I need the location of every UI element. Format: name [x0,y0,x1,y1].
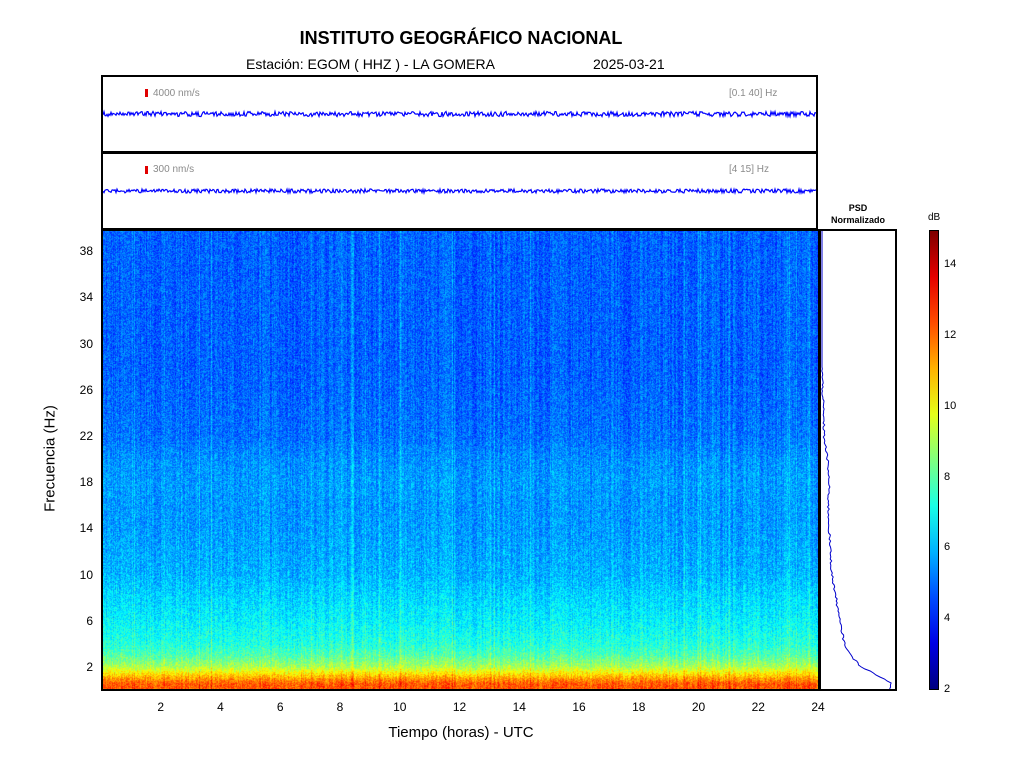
trace-band-label-2: [4 15] Hz [729,164,770,175]
colorbar-tick-label: 12 [944,329,957,342]
x-tick-label: 2 [157,700,165,714]
trace-waveform-filtered [103,186,816,196]
psd-plot [821,231,892,689]
psd-title-line2: Normalizado [830,215,885,225]
trace-scale-label-1: 4000 nm/s [153,88,200,99]
institution-title: INSTITUTO GEOGRÁFICO NACIONAL [299,28,623,48]
colorbar [929,230,939,690]
x-axis-label: Tiempo (horas) - UTC [388,724,534,741]
scale-bar-2 [145,166,148,174]
trace-panel-filtered [101,152,818,230]
colorbar-unit: dB [928,212,941,223]
x-tick-label: 20 [691,700,706,714]
colorbar-tick-label: 8 [944,470,951,483]
trace-waveform-broadband [103,109,816,119]
x-tick-label: 6 [276,700,284,714]
x-tick-label: 12 [452,700,467,714]
x-tick-label: 10 [393,700,407,714]
y-tick-label: 38 [79,244,93,259]
y-tick-label: 2 [86,659,93,674]
x-tick-label: 24 [811,700,825,714]
x-tick-label: 18 [632,700,646,714]
y-tick-label: 26 [79,382,93,397]
trace-panel-broadband [101,75,818,153]
station-label: Estación: EGOM ( HHZ ) - LA GOMERA [246,56,495,72]
y-axis-label: Frecuencia (Hz) [41,405,59,512]
y-tick-label: 30 [79,336,93,351]
psd-panel [819,229,897,691]
x-tick-label: 16 [572,700,586,714]
colorbar-tick-label: 6 [944,541,951,554]
trace-scale-label-2: 300 nm/s [153,164,195,175]
y-tick-label: 6 [86,613,93,628]
scale-bar-1 [145,89,148,97]
psd-title-line1: PSD [848,203,868,213]
x-tick-label: 14 [512,700,526,714]
x-tick-label: 8 [336,700,344,714]
x-tick-label: 22 [751,700,765,714]
y-tick-label: 10 [79,567,93,582]
trace-band-label-1: [0.1 40] Hz [729,88,778,99]
spectrogram-canvas [103,231,818,689]
y-tick-label: 18 [79,475,93,490]
y-tick-label: 34 [79,290,93,305]
x-tick-label: 4 [217,700,224,714]
colorbar-tick-label: 2 [944,683,951,695]
y-tick-label: 14 [79,521,93,536]
colorbar-tick-label: 10 [944,399,957,412]
colorbar-tick-label: 14 [944,258,957,271]
date-label: 2025-03-21 [593,56,665,72]
colorbar-tick-label: 4 [944,612,951,625]
spectrogram [101,229,820,691]
y-tick-label: 22 [79,428,93,443]
